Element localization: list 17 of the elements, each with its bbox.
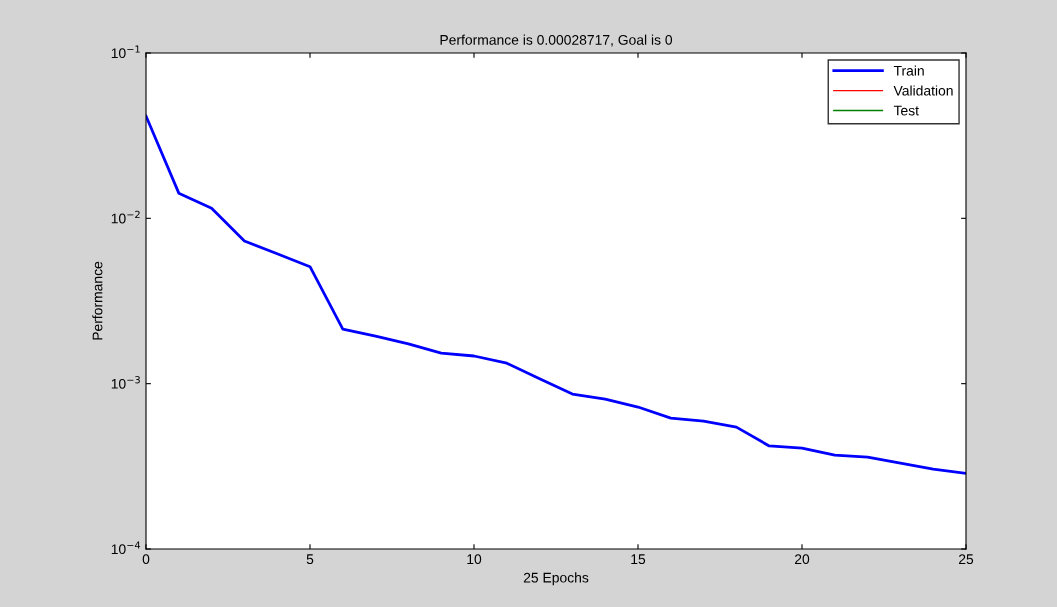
y-tick-label: 10$^{−4}$ — [111, 541, 141, 555]
x-axis-title: 25 Epochs — [523, 572, 589, 586]
y-tick-label: 10$^{−1}$ — [111, 45, 140, 59]
x-tick-label: 10 — [467, 554, 482, 565]
x-tick-label: 15 — [631, 554, 646, 565]
legend-label: Test — [893, 105, 919, 116]
x-tick-label: 5 — [306, 554, 314, 565]
x-tick-label: 0 — [142, 554, 150, 565]
y-tick-label: 10$^{−3}$ — [111, 376, 140, 389]
legend-label: Validation — [893, 85, 953, 96]
y-tick-label: 10$^{−2}$ — [111, 210, 140, 224]
line-series — [146, 114, 966, 475]
y-axis-title: Performance — [92, 261, 103, 340]
legend-label: Train — [893, 65, 924, 76]
chart-title: Performance is 0.00028717, Goal is 0 — [440, 34, 673, 47]
x-tick-label: 20 — [794, 554, 810, 565]
x-tick-label: 25 — [958, 554, 974, 565]
